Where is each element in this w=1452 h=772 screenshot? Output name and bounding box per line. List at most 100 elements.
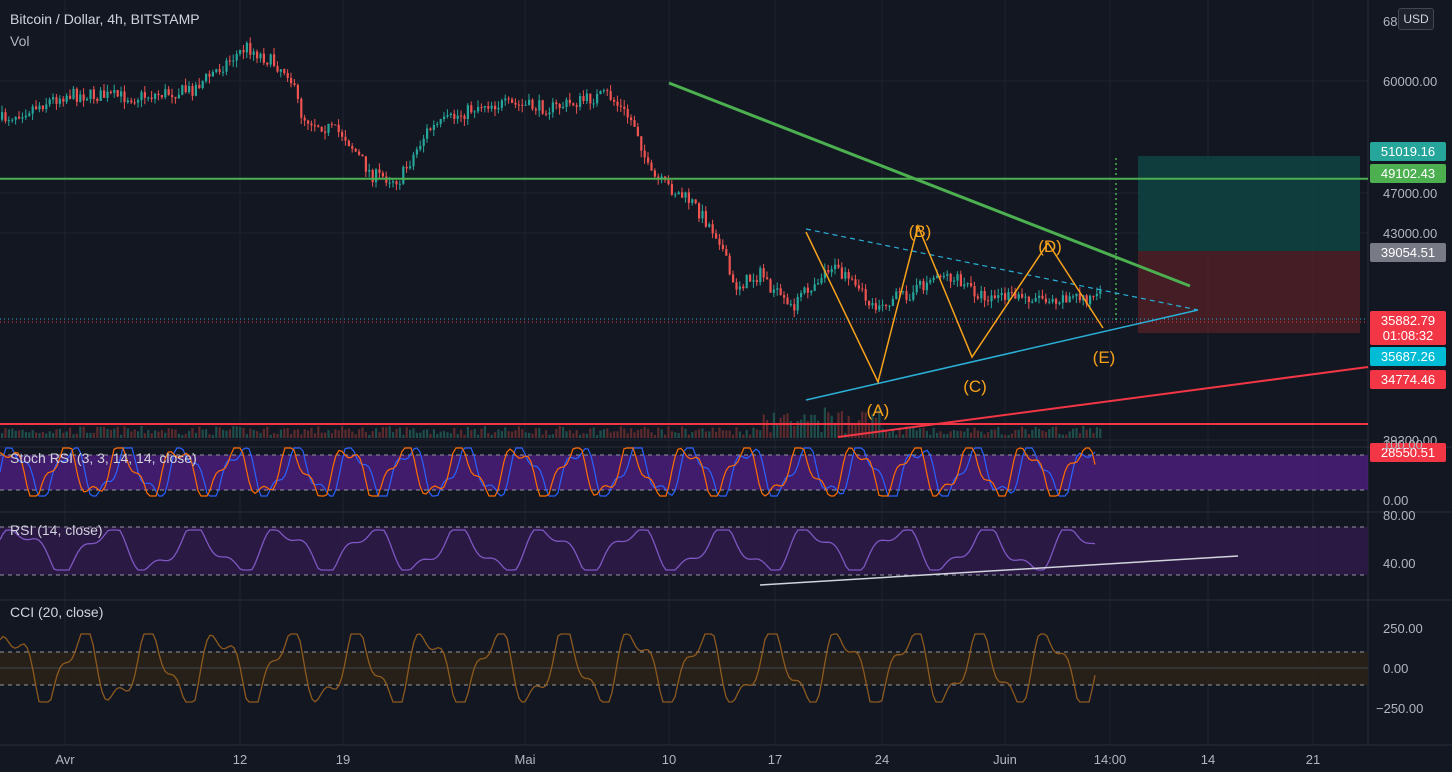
candle-body — [24, 115, 27, 118]
candle-body — [861, 288, 864, 290]
candle-body — [922, 281, 925, 291]
candle-body — [4, 112, 7, 122]
volume-bar — [698, 429, 701, 438]
volume-bar — [140, 426, 143, 438]
volume-bar — [541, 434, 544, 438]
candle-body — [69, 95, 72, 99]
candle-body — [211, 71, 214, 77]
candle-body — [154, 93, 157, 99]
candle-body — [75, 88, 78, 102]
volume-bar — [1065, 434, 1068, 438]
volume-bar — [157, 431, 160, 438]
candle-body — [806, 287, 809, 293]
volume-bar — [548, 434, 551, 438]
candle-body — [1078, 293, 1081, 301]
candle-body — [106, 91, 109, 98]
candle-body — [820, 278, 823, 284]
volume-bar — [1072, 428, 1075, 438]
candle-body — [293, 83, 296, 86]
volume-bar — [1041, 430, 1044, 438]
volume-bar — [997, 426, 1000, 438]
volume-bar — [130, 431, 133, 438]
volume-bar — [62, 432, 65, 438]
volume-bar — [772, 412, 775, 438]
volume-bar — [266, 426, 269, 438]
price-label-box — [1370, 347, 1446, 366]
candle-body — [599, 91, 602, 94]
volume-bar — [915, 430, 918, 438]
volume-bar — [626, 433, 629, 438]
candle-body — [840, 267, 843, 279]
volume-bar — [514, 430, 517, 438]
candle-body — [891, 298, 894, 306]
volume-bar — [222, 429, 225, 438]
volume-bar — [375, 428, 378, 438]
volume-bar — [171, 428, 174, 438]
candle-body — [320, 126, 323, 132]
candle-body — [698, 203, 701, 219]
candle-body — [534, 108, 537, 111]
volume-bar — [823, 407, 826, 438]
volume-bar — [752, 427, 755, 438]
volume-bar — [133, 429, 136, 438]
volume-bar — [143, 433, 146, 438]
cci-tick: 250.00 — [1383, 621, 1423, 636]
currency-button[interactable]: USD — [1398, 8, 1434, 30]
volume-bar — [341, 426, 344, 438]
volume-bar — [687, 434, 690, 438]
candle-body — [606, 90, 609, 92]
volume-bar — [344, 429, 347, 438]
candle-body — [953, 280, 956, 282]
candle-body — [762, 268, 765, 278]
candle-body — [708, 224, 711, 227]
rsi-tick: 80.00 — [1383, 508, 1416, 523]
volume-bar — [817, 420, 820, 438]
candle-body — [636, 126, 639, 137]
candle-body — [62, 98, 65, 102]
volume-bar — [694, 430, 697, 438]
candle-body — [667, 179, 670, 185]
volume-bar — [256, 431, 259, 438]
candle-body — [562, 107, 565, 109]
volume-bar — [324, 432, 327, 438]
volume-bar — [55, 429, 58, 438]
volume-bar — [562, 426, 565, 438]
volume-bar — [432, 429, 435, 438]
candle-body — [830, 269, 833, 273]
volume-bar — [738, 431, 741, 438]
volume-bar — [766, 419, 769, 438]
volume-bar — [993, 429, 996, 438]
candle-body — [232, 60, 235, 62]
candle-body — [983, 290, 986, 301]
volume-bar — [987, 432, 990, 438]
time-tick: Avr — [55, 752, 75, 767]
candle-body — [266, 62, 269, 65]
candle-body — [395, 181, 398, 185]
volume-bar — [65, 431, 68, 438]
candle-body — [721, 244, 724, 250]
candle-body — [120, 91, 123, 97]
volume-bar — [494, 432, 497, 438]
volume-bar — [191, 428, 194, 438]
candle-body — [796, 297, 799, 311]
target-zone — [1138, 156, 1360, 251]
candle-body — [1, 112, 4, 120]
candle-body — [609, 91, 612, 100]
candle-body — [392, 181, 395, 183]
candle-body — [558, 104, 561, 109]
candle-body — [817, 283, 820, 285]
time-tick: Mai — [515, 752, 536, 767]
candle-body — [800, 293, 803, 298]
triangle-lower-line — [805, 309, 1199, 401]
candle-body — [623, 106, 626, 109]
candle-body — [524, 104, 527, 106]
candle-body — [874, 303, 877, 310]
candle-body — [239, 50, 242, 54]
candle-body — [497, 107, 500, 110]
candle-body — [579, 96, 582, 107]
stoch-tick: 100.00 — [1383, 437, 1423, 452]
volume-bar — [783, 414, 786, 438]
volume-bar — [436, 433, 439, 438]
volume-bar — [585, 433, 588, 438]
